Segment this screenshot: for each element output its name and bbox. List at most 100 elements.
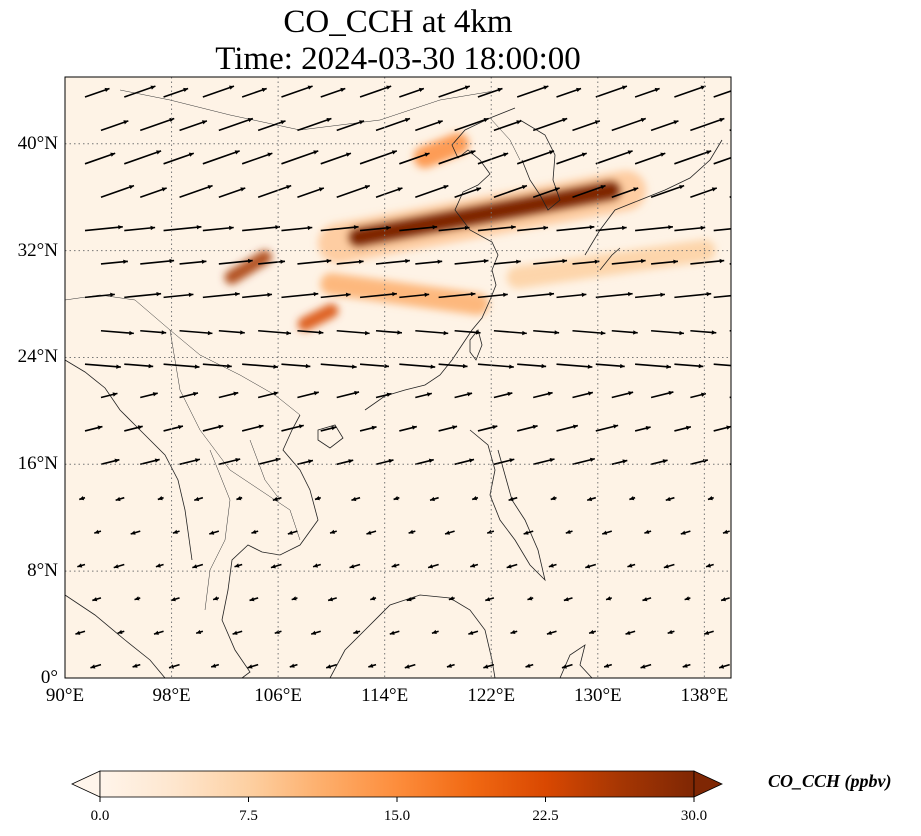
wind-arrow — [359, 291, 397, 299]
wind-arrow — [595, 85, 628, 98]
wind-arrow — [124, 425, 143, 432]
wind-arrow — [399, 425, 417, 432]
wind-arrow — [650, 459, 668, 466]
wind-arrow — [415, 120, 443, 132]
wind-arrow — [320, 225, 359, 232]
wind-arrow — [366, 530, 377, 535]
wind-arrow — [179, 391, 199, 399]
wind-arrow — [179, 259, 207, 265]
wind-arrow — [375, 187, 403, 198]
longitude-tick-label: 122°E — [467, 685, 516, 706]
colorbar — [71, 770, 723, 802]
wind-arrow — [336, 184, 371, 198]
wind-arrow — [665, 496, 675, 502]
wind-arrow — [393, 496, 400, 501]
wind-arrow — [477, 152, 509, 165]
wind-arrow — [281, 150, 319, 165]
wind-arrow — [163, 425, 184, 432]
wind-arrow — [163, 292, 194, 299]
wind-arrow — [272, 496, 282, 502]
wind-arrow — [368, 663, 377, 668]
wind-arrow — [565, 529, 573, 534]
wind-arrow — [550, 496, 557, 501]
wind-arrow — [287, 530, 298, 535]
japan-coastline — [584, 139, 723, 271]
bay-of-bengal-coastline — [65, 359, 193, 561]
wind-arrow — [517, 363, 547, 369]
latitude-tick-label: 0° — [40, 667, 58, 688]
wind-arrow — [595, 225, 627, 232]
wind-arrow — [454, 329, 481, 335]
wind-arrow — [634, 426, 651, 432]
wind-arrow — [359, 150, 398, 165]
wind-arrow — [117, 629, 125, 635]
colorbar-label: CO_CCH (ppbv) — [768, 771, 892, 791]
wind-arrow — [353, 629, 361, 635]
wind-arrow — [634, 152, 666, 165]
wind-arrow — [713, 228, 731, 232]
wind-arrow — [650, 120, 679, 132]
wind-arrow — [446, 663, 455, 668]
wind-arrow — [471, 496, 479, 501]
wind-arrow — [320, 363, 357, 369]
wind-arrow — [84, 363, 121, 369]
wind-arrow — [336, 329, 370, 336]
wind-arrow — [438, 291, 476, 299]
korea-coastline — [519, 119, 561, 211]
wind-arrow — [517, 424, 538, 432]
wind-arrow — [713, 156, 731, 165]
wind-arrow — [218, 187, 246, 198]
wind-arrow — [163, 87, 189, 98]
wind-arrow — [705, 563, 714, 568]
wind-arrow — [163, 225, 202, 232]
wind-arrow — [94, 529, 102, 534]
wind-arrow — [556, 424, 579, 432]
wind-arrow — [375, 329, 403, 335]
wind-arrow — [611, 459, 628, 466]
wind-arrow — [258, 259, 286, 265]
wind-arrow — [391, 563, 400, 568]
wind-arrow — [448, 596, 455, 601]
wind-arrow — [556, 152, 587, 165]
wind-arrow — [516, 85, 549, 98]
wind-arrow — [163, 363, 200, 369]
wind-arrow — [281, 291, 319, 299]
wind-arrow — [595, 424, 619, 432]
sulawesi-coastline — [559, 644, 593, 678]
wind-arrow — [375, 392, 392, 399]
wind-arrow — [703, 630, 714, 635]
wind-arrow — [477, 225, 516, 232]
wind-arrow — [667, 629, 675, 635]
wind-arrow — [232, 630, 243, 635]
wind-arrow — [684, 596, 691, 601]
wind-arrow — [627, 563, 636, 568]
wind-arrow — [84, 152, 116, 165]
wind-arrow — [212, 596, 220, 601]
wind-arrow — [202, 225, 234, 232]
wind-arrow — [477, 87, 503, 98]
colorbar-extend-high — [693, 770, 723, 798]
wind-arrow — [556, 87, 582, 98]
wind-arrow — [124, 150, 162, 165]
wind-arrow — [729, 463, 731, 466]
wind-arrow — [561, 663, 573, 669]
wind-arrow — [336, 390, 360, 399]
wind-arrow — [297, 459, 314, 466]
wind-arrow — [84, 292, 115, 299]
map-background — [65, 77, 731, 678]
wind-arrow — [90, 663, 102, 669]
wind-arrow — [281, 225, 313, 232]
wind-arrow — [611, 329, 638, 335]
wind-arrow — [258, 329, 292, 336]
wind-arrow — [320, 292, 351, 299]
colorbar-ramp — [99, 770, 695, 798]
wind-arrow — [195, 629, 204, 635]
wind-arrow — [713, 90, 731, 98]
wind-arrow — [722, 529, 730, 534]
colorbar-tick-label: 30.0 — [680, 808, 708, 824]
wind-arrow — [493, 259, 521, 265]
wind-arrow — [100, 392, 118, 399]
colorbar-tick-label: 0.0 — [90, 808, 110, 824]
wind-arrow — [281, 363, 311, 369]
wind-arrow — [124, 225, 156, 232]
